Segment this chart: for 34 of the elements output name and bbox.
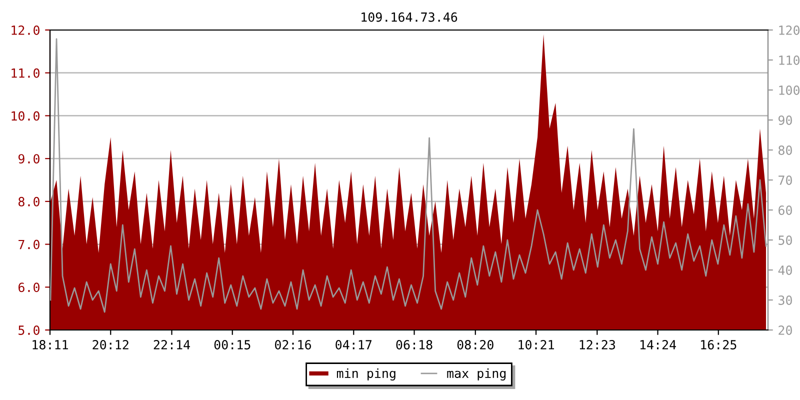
y2-tick-label: 20	[778, 326, 792, 335]
x-tick-label: 02:16	[275, 340, 312, 350]
y-tick-label: 5.0	[18, 326, 40, 335]
y-tick-label: 10.0	[12, 111, 40, 121]
y2-tick-label: 50	[778, 236, 792, 245]
x-tick-label: 16:25	[701, 340, 736, 350]
y2-tick-label: 90	[778, 116, 792, 125]
y2-tick-label: 110	[779, 56, 800, 65]
y-tick-label: 9.0	[18, 154, 40, 164]
legend-label: min ping	[336, 368, 396, 380]
y2-tick-label: 30	[778, 296, 792, 305]
y2-tick-label: 120	[779, 26, 800, 35]
x-tick-label: 04:17	[336, 340, 372, 350]
y2-tick-label: 60	[778, 206, 792, 215]
x-tick-label: 20:12	[92, 340, 128, 350]
x-tick-label: 12:23	[580, 340, 616, 350]
y-tick-label: 8.0	[18, 196, 40, 206]
legend-label: max ping	[447, 368, 506, 380]
y2-tick-label: 70	[778, 176, 792, 185]
y2-tick-label: 100	[779, 86, 800, 95]
x-tick-label: 22:14	[154, 340, 190, 350]
x-tick-label: 14:24	[640, 340, 676, 350]
x-tick-label: 06:18	[396, 340, 432, 350]
y-tick-label: 11.0	[12, 68, 40, 78]
y-tick-label: 7.0	[18, 240, 40, 250]
x-tick-label: 10:21	[518, 340, 554, 350]
x-tick-label: 08:20	[457, 340, 494, 350]
x-tick-label: 18:11	[32, 340, 68, 350]
y-tick-label: 12.0	[12, 26, 40, 35]
chart-title: 109.164.73.46	[362, 12, 458, 22]
y-tick-label: 6.0	[18, 282, 40, 292]
x-tick-label: 00:15	[214, 340, 250, 350]
y2-tick-label: 40	[778, 266, 792, 275]
y2-tick-label: 80	[778, 146, 792, 155]
